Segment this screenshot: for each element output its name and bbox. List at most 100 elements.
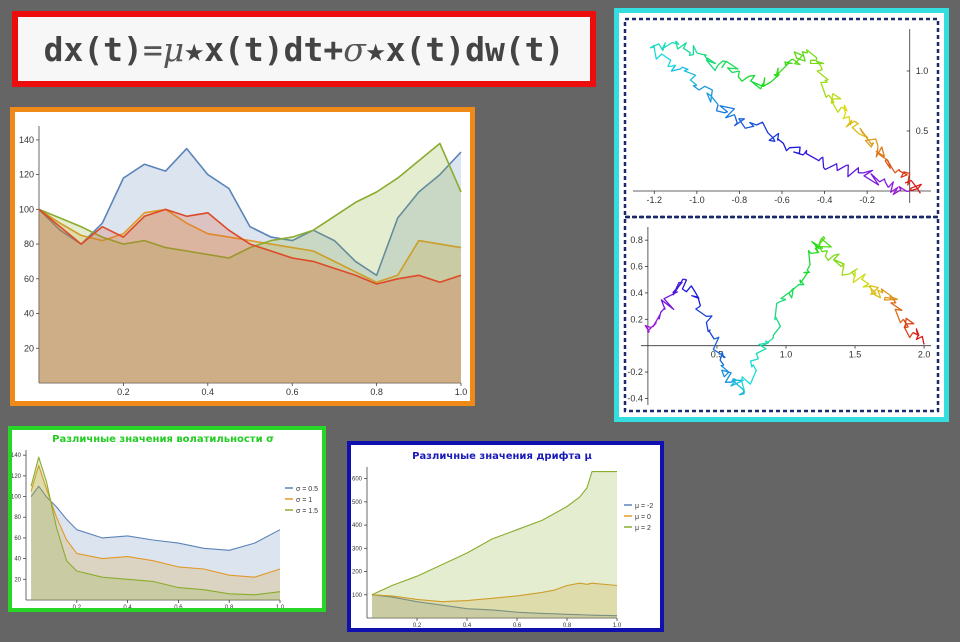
path2-segment [730,378,745,396]
path2-segment [868,284,884,299]
x-tick-label: 0.2 [73,605,82,608]
series-line-2 [38,142,462,259]
path1-x-tick-label: -1.0 [689,195,705,205]
path2-frame [623,215,940,413]
series-area-2 [372,471,617,618]
path1-y-tick-label: 1.0 [916,66,929,76]
path1-segment [734,116,757,129]
path1-segment [755,121,780,142]
chart-title: Различные значения дрифта μ [412,450,592,462]
path2-segment [658,291,679,320]
path1-segment [737,70,762,90]
x-tick-label: 0.6 [513,623,522,628]
series-area-1 [372,583,617,618]
formula-panel: dx(t)=μ★x(t)dt+σ★x(t)dw(t) [12,11,596,87]
path1-x-tick-label: -1.2 [647,195,663,205]
path2-y-tick-label: 0.4 [630,288,643,298]
path1-x-tick-label: -0.6 [774,195,790,205]
series-line-0 [371,594,618,617]
x-tick-label: 0.4 [463,623,472,628]
random-paths-panel: -1.2 -1.0 -0.8 -0.6 -0.4 -0.2 0.5 1.0 0.5 1.0 1.5 2… [614,8,949,422]
path1-segment [834,162,863,178]
legend-label-2: σ = 1.5 [296,508,318,515]
path2-segment [681,279,702,307]
path1-segment [776,138,804,156]
x-tick-label: 0.4 [202,387,215,397]
path2-segment [695,305,715,340]
formula-diffusion-term: ★x(t)dw(t) [365,29,565,69]
legend-label-1: μ = 0 [635,514,651,521]
chart-title: Различные значения волатильности σ [52,434,274,445]
path1-segment [816,64,830,98]
formula-dx: dx(t) [43,29,143,69]
x-tick-label: 1.0 [613,623,622,628]
path2-y-tick-label: 0.8 [630,235,643,245]
y-tick-label: 60 [14,536,21,542]
random-paths-chart: -1.2 -1.0 -0.8 -0.6 -0.4 -0.2 0.5 1.0 0.5 1.0 1.5 2… [623,17,940,413]
path1-segment [717,60,740,74]
path2-y-tick-label: 0.6 [630,262,643,272]
path1-segment [898,169,911,186]
x-tick-label: 0.8 [563,623,572,628]
path2-segment [644,314,661,334]
y-tick-label: 80 [14,515,21,521]
path2-segment [818,236,832,253]
path2-x-tick-label: 1.5 [849,350,862,360]
formula-equals: = [142,29,163,69]
series-line-1 [38,208,462,284]
series-area-2 [31,457,280,600]
x-tick-label: 1.0 [276,605,285,608]
path2-x-tick-label: 2.0 [918,350,931,360]
y-tick-label: 100 [352,593,363,599]
y-tick-label: 300 [352,546,363,552]
formula-sigma: σ [343,29,366,69]
y-tick-label: 120 [12,474,22,480]
legend-label-0: μ = -2 [635,503,653,510]
series-line-0 [30,485,281,551]
path1-segment [715,104,736,119]
y-tick-label: 140 [19,135,34,145]
path2-segment [799,250,812,284]
formula-drift-term: ★x(t)dt+ [184,29,344,69]
main-chart-panel: 0.2 0.4 0.6 0.8 1.0 20 40 60 80 100 120 140 [10,107,475,406]
x-tick-label: 0.4 [123,605,132,608]
y-tick-label: 140 [12,453,22,459]
x-tick-label: 0.2 [117,387,130,397]
series-line-0 [38,147,462,277]
series-line-2 [30,456,281,596]
path2-y-tick-label: -0.2 [627,367,643,377]
path1-segment [904,179,922,194]
path2-segment [712,336,726,366]
path1-segment [841,104,851,126]
formula-mu: μ [162,29,185,69]
path2-y-tick-label: -0.4 [627,393,643,403]
series-line-2 [371,471,617,596]
y-tick-label: 100 [12,495,22,501]
y-tick-label: 400 [352,523,363,529]
path1-segment [670,64,698,86]
path2-segment [840,263,858,278]
path2-segment [741,358,759,392]
series-area-1 [39,209,461,383]
path2-segment [755,338,773,360]
path2-segment [810,240,823,255]
x-tick-label: 1.0 [455,387,468,397]
path1-segment [760,73,780,90]
y-tick-label: 20 [24,343,34,353]
y-tick-label: 40 [24,309,34,319]
x-tick-label: 0.8 [370,387,383,397]
legend-label-0: σ = 0.5 [296,486,318,493]
sde-formula: dx(t)=μ★x(t)dt+σ★x(t)dw(t) [44,30,565,69]
series-area-1 [31,465,280,600]
y-tick-label: 80 [24,239,34,249]
path1-segment [802,149,836,171]
y-tick-label: 60 [24,274,34,284]
path1-x-tick-label: -0.8 [732,195,748,205]
path2-segment [890,299,904,324]
path1-x-tick-label: -0.4 [817,195,833,205]
series-line-1 [30,464,281,578]
path1-y-tick-label: 0.5 [916,126,929,136]
y-tick-label: 100 [19,204,34,214]
volatility-chart: Различные значения волатильности σ 0.2 0.4… [12,434,318,608]
x-tick-label: 0.2 [413,623,422,628]
